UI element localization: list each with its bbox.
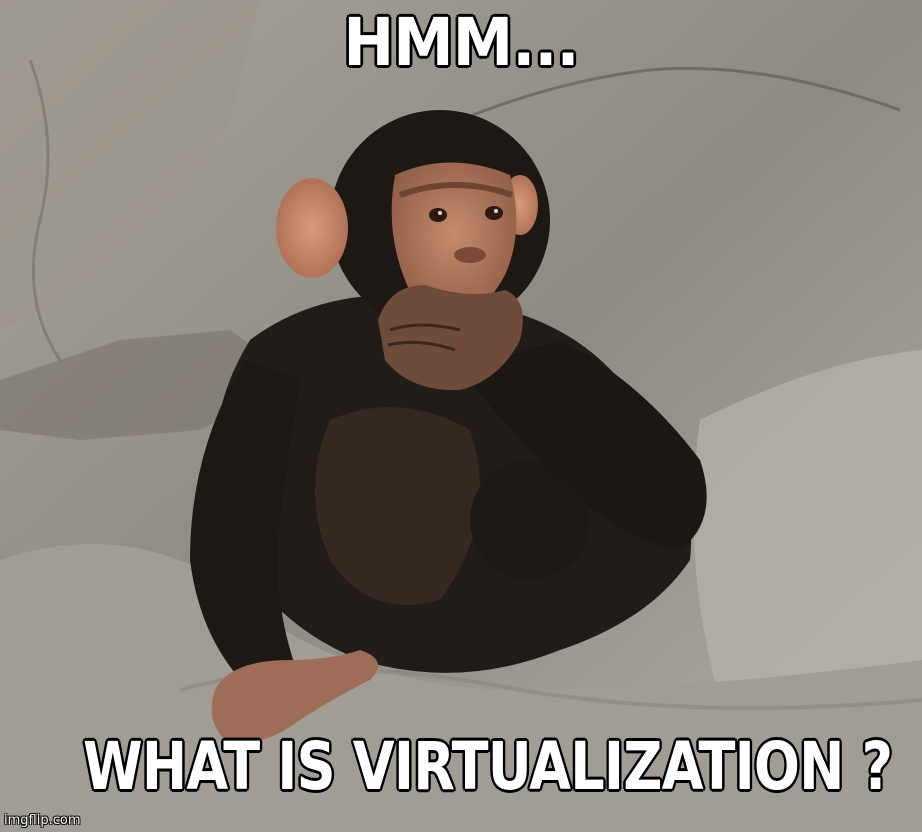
chimp-brow (398, 182, 513, 198)
chimp-left-arm (190, 360, 300, 690)
chimp-right-arm (460, 340, 707, 550)
chimp-right-eye (485, 206, 503, 220)
chimp-chest (315, 407, 480, 605)
meme-top-caption: HMM... (342, 4, 581, 81)
chimp-face (391, 162, 517, 322)
chimp-hand-on-mouth (378, 285, 523, 391)
chimp-left-ear (276, 178, 348, 278)
chimp-nose (454, 247, 486, 263)
rock-boulder-right (693, 350, 922, 700)
rock-crack-left (28, 59, 62, 361)
chimp-left-eye (429, 208, 447, 222)
chimpanzee (190, 110, 707, 743)
meme-bottom-caption: WHAT IS VIRTUALIZATION ? (82, 728, 894, 805)
rock-shadow-left (0, 0, 260, 330)
chimp-left-hand (211, 650, 378, 743)
rock-crack-top (459, 66, 901, 122)
chimp-knee (470, 460, 590, 580)
imgflip-watermark: imgflip.com (4, 813, 81, 828)
